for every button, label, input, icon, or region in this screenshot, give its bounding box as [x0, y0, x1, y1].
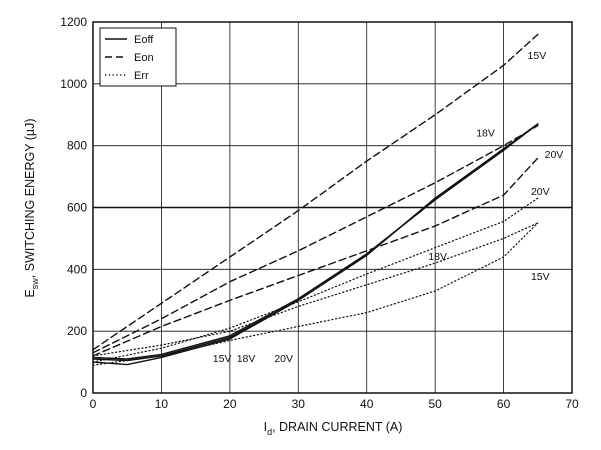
y-tick-label: 1000	[60, 77, 87, 91]
legend-label-err: Err	[134, 70, 149, 82]
series-annotation: 20V	[274, 353, 293, 365]
x-tick-label: 10	[155, 397, 169, 411]
legend-box	[99, 27, 177, 87]
y-tick-label: 400	[67, 262, 87, 276]
series-layer	[92, 33, 539, 366]
x-axis-title: Id, DRAIN CURRENT (A)	[264, 420, 403, 437]
plot-frame	[92, 21, 573, 394]
series-annotation: 15V	[213, 353, 232, 365]
series-eoff-15v	[92, 123, 539, 366]
y-tick-label: 0	[80, 386, 87, 400]
y-tick-label: 200	[67, 324, 87, 338]
series-eoff-20v	[92, 123, 539, 360]
x-tick-label: 40	[360, 397, 374, 411]
tick-labels: 0 10 20 30 40 50 60 70 0 200 400 600 800 1000 1200	[60, 15, 579, 411]
series-eon-15v	[92, 33, 539, 351]
y-axis-title: Esw, SWITCHING ENERGY (µJ)	[23, 118, 40, 297]
series-annotation: 15V	[531, 271, 550, 283]
legend: Eoff Eon Err	[99, 27, 177, 87]
series-annotation: 18V	[237, 353, 256, 365]
series-annotation: 20V	[531, 186, 550, 198]
series-annotation: 20V	[545, 149, 564, 161]
series-err-20v	[92, 197, 539, 363]
x-tick-label: 30	[292, 397, 306, 411]
y-tick-label: 800	[67, 139, 87, 153]
x-tick-label: 60	[497, 397, 511, 411]
x-tick-label: 20	[223, 397, 237, 411]
x-tick-label: 0	[90, 397, 97, 411]
y-tick-label: 1200	[60, 15, 87, 29]
series-annotation: 18V	[476, 127, 495, 139]
y-tick-label: 600	[67, 201, 87, 215]
series-annotation: 18V	[428, 251, 447, 263]
grid	[92, 21, 573, 394]
series-eon-20v	[92, 157, 539, 357]
series-err-15v	[92, 222, 539, 366]
legend-label-eoff: Eoff	[134, 34, 154, 46]
x-tick-label: 50	[428, 397, 442, 411]
series-err-18v	[92, 222, 539, 357]
x-tick-label: 70	[565, 397, 579, 411]
series-annotations: 15V 18V 20V 20V 18V 15V 15V 18V 20V	[213, 50, 564, 365]
series-annotation: 15V	[528, 50, 547, 62]
legend-label-eon: Eon	[134, 52, 154, 64]
series-eon-18v	[92, 124, 539, 354]
